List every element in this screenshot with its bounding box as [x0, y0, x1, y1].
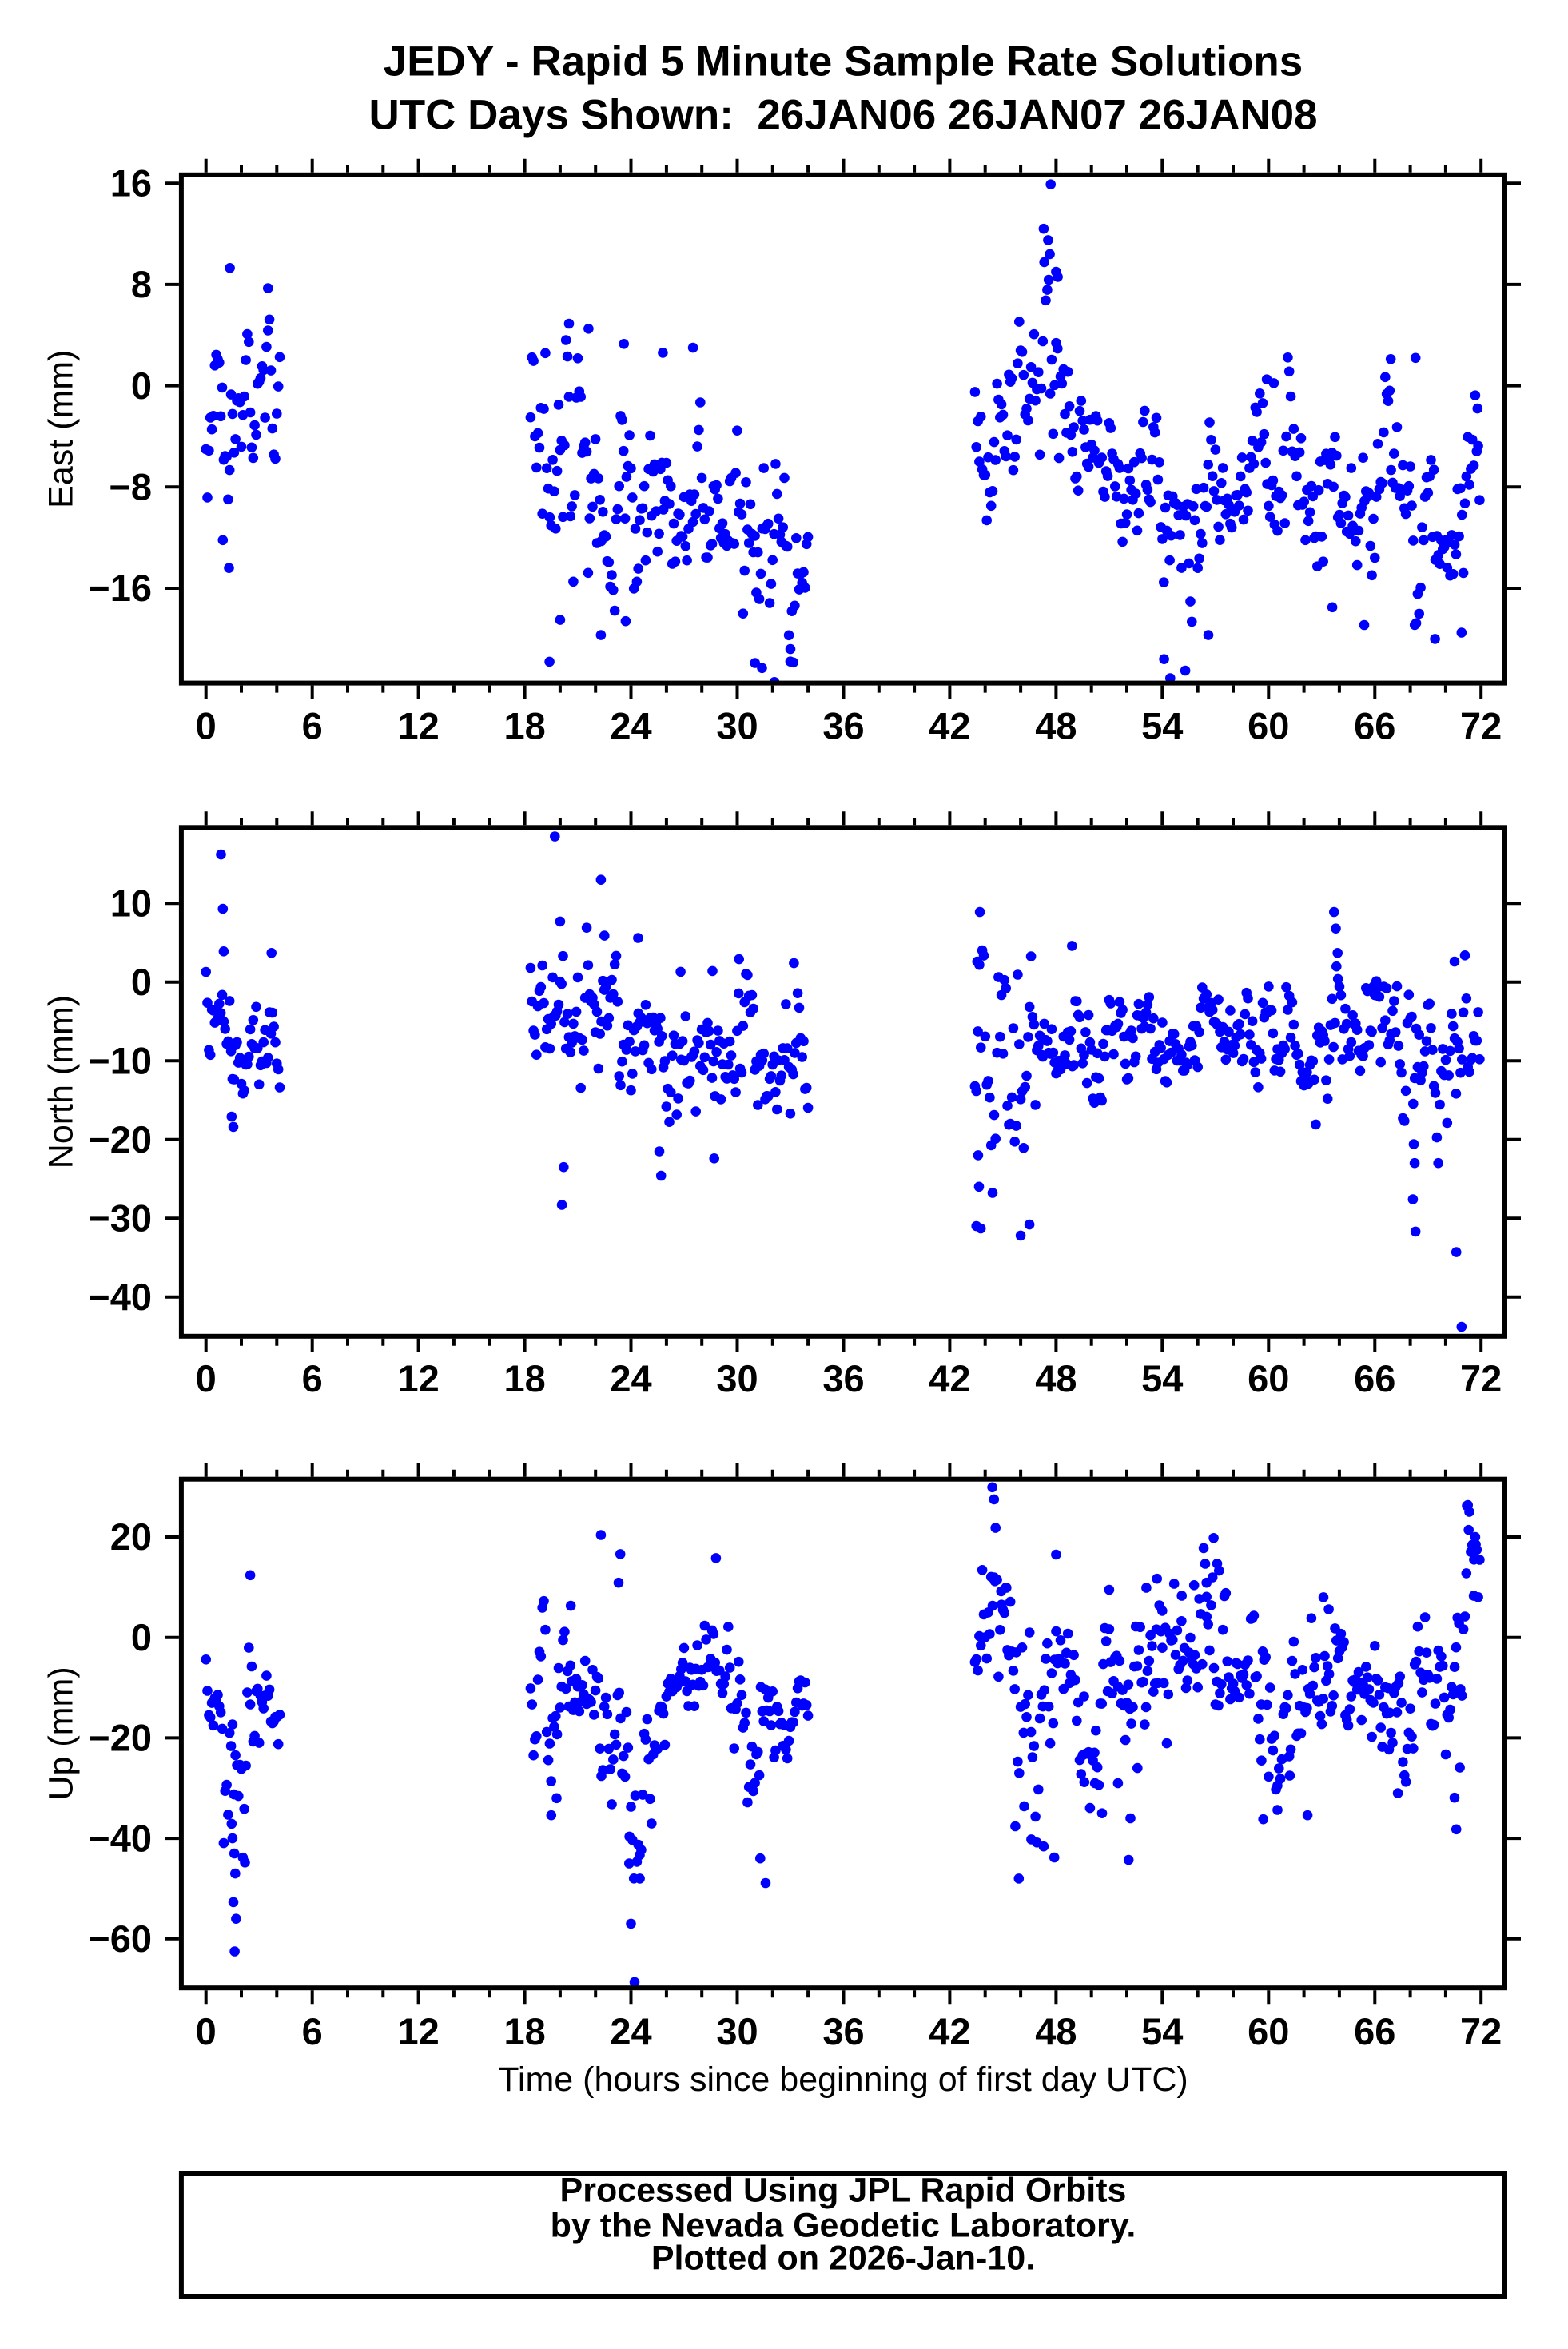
svg-text:24: 24	[610, 1357, 651, 1399]
svg-text:60: 60	[1248, 704, 1289, 747]
svg-text:JEDY - Rapid 5 Minute Sample R: JEDY - Rapid 5 Minute Sample Rate Soluti…	[384, 38, 1303, 86]
svg-text:72: 72	[1460, 704, 1502, 747]
svg-text:42: 42	[929, 2010, 970, 2052]
svg-text:54: 54	[1141, 2010, 1183, 2052]
svg-text:−20: −20	[88, 1717, 152, 1759]
svg-text:42: 42	[929, 1357, 970, 1399]
svg-text:72: 72	[1460, 1357, 1502, 1399]
svg-text:18: 18	[503, 704, 545, 747]
svg-text:30: 30	[716, 2010, 758, 2052]
svg-text:60: 60	[1248, 2010, 1289, 2052]
svg-text:66: 66	[1354, 1357, 1395, 1399]
svg-text:0: 0	[196, 2010, 217, 2052]
svg-text:60: 60	[1248, 1357, 1289, 1399]
svg-text:0: 0	[196, 1357, 217, 1399]
svg-text:Up (mm): Up (mm)	[42, 1666, 80, 1800]
svg-text:−10: −10	[88, 1039, 152, 1081]
svg-text:66: 66	[1354, 704, 1395, 747]
svg-text:18: 18	[503, 1357, 545, 1399]
svg-text:−40: −40	[88, 1276, 152, 1318]
svg-text:20: 20	[110, 1515, 152, 1558]
svg-text:72: 72	[1460, 2010, 1502, 2052]
svg-text:by the Nevada Geodetic Laborat: by the Nevada Geodetic Laboratory.	[551, 2206, 1136, 2244]
svg-text:10: 10	[110, 882, 152, 924]
svg-text:6: 6	[302, 1357, 323, 1399]
svg-text:UTC Days Shown: 26JAN06 26JAN: UTC Days Shown: 26JAN06 26JAN07 26JAN08	[368, 92, 1317, 139]
svg-text:−60: −60	[88, 1917, 152, 1960]
svg-text:24: 24	[610, 704, 651, 747]
svg-text:12: 12	[397, 704, 439, 747]
svg-text:24: 24	[610, 2010, 651, 2052]
svg-text:6: 6	[302, 704, 323, 747]
svg-text:54: 54	[1141, 1357, 1183, 1399]
svg-text:0: 0	[131, 364, 152, 407]
svg-text:36: 36	[822, 1357, 864, 1399]
svg-text:48: 48	[1035, 2010, 1077, 2052]
svg-text:Plotted on 2026-Jan-10.: Plotted on 2026-Jan-10.	[651, 2239, 1035, 2277]
svg-text:16: 16	[110, 161, 152, 204]
svg-text:−40: −40	[88, 1817, 152, 1859]
svg-text:−30: −30	[88, 1196, 152, 1239]
svg-text:36: 36	[822, 2010, 864, 2052]
svg-text:6: 6	[302, 2010, 323, 2052]
svg-text:North (mm): North (mm)	[42, 995, 80, 1169]
svg-text:Time (hours since beginning of: Time (hours since beginning of first day…	[498, 2060, 1188, 2099]
svg-text:0: 0	[131, 961, 152, 1003]
svg-text:0: 0	[131, 1616, 152, 1658]
svg-text:East (mm): East (mm)	[42, 350, 81, 508]
svg-text:48: 48	[1035, 1357, 1077, 1399]
svg-text:12: 12	[397, 2010, 439, 2052]
svg-text:0: 0	[196, 704, 217, 747]
svg-text:−20: −20	[88, 1118, 152, 1161]
svg-text:30: 30	[716, 704, 758, 747]
svg-text:66: 66	[1354, 2010, 1395, 2052]
svg-text:−16: −16	[88, 567, 152, 609]
svg-text:48: 48	[1035, 704, 1077, 747]
svg-text:−8: −8	[109, 466, 152, 508]
svg-text:42: 42	[929, 704, 970, 747]
svg-text:Processed Using JPL Rapid Orbi: Processed Using JPL Rapid Orbits	[560, 2172, 1127, 2210]
svg-text:36: 36	[822, 704, 864, 747]
svg-text:30: 30	[716, 1357, 758, 1399]
svg-text:12: 12	[397, 1357, 439, 1399]
svg-text:54: 54	[1141, 704, 1183, 747]
svg-text:18: 18	[503, 2010, 545, 2052]
svg-text:8: 8	[131, 263, 152, 305]
